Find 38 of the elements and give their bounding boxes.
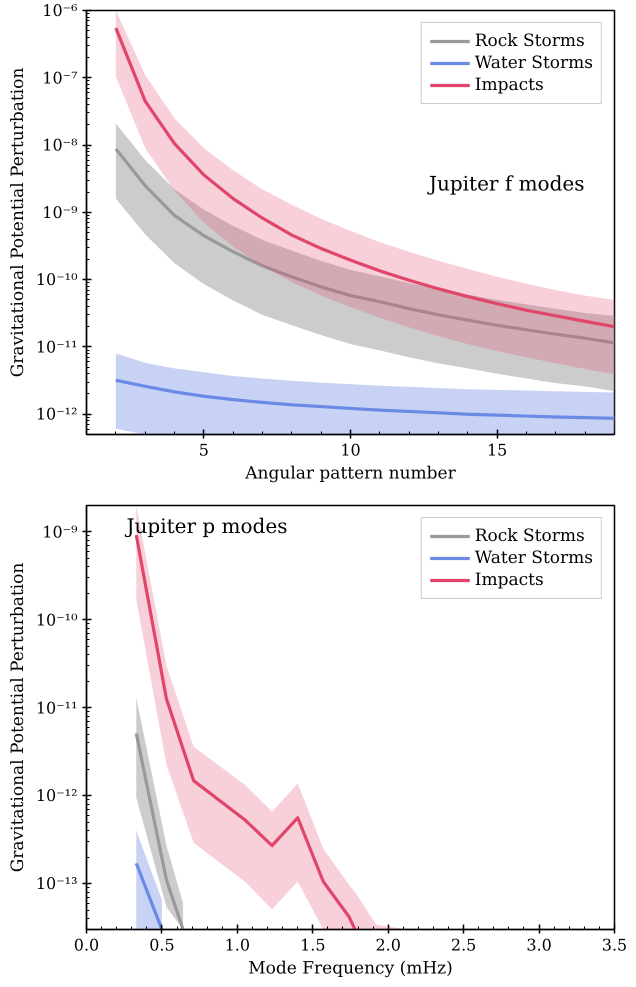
- x-tick-label: 2.0: [375, 936, 401, 954]
- legend-label: Rock Storms: [474, 526, 585, 546]
- y-axis-title: Gravitational Potential Perturbation: [8, 68, 28, 378]
- x-tick-label: 5: [198, 440, 209, 460]
- x-tick-label: 2.5: [450, 936, 476, 954]
- x-tick-label: 0.0: [74, 936, 100, 954]
- x-tick-label: 1.5: [300, 936, 326, 954]
- y-tick-label: 10⁻⁹: [42, 202, 78, 222]
- legend-label: Water Storms: [474, 548, 593, 568]
- x-axis-title: Mode Frequency (mHz): [248, 958, 453, 978]
- x-tick-label: 15: [486, 440, 508, 460]
- y-tick-label: 10⁻¹¹: [36, 337, 78, 356]
- legend-label: Impacts: [474, 75, 544, 95]
- legend-label: Impacts: [474, 570, 544, 590]
- line-series: [114, 26, 614, 328]
- x-tick-label: 3.5: [602, 936, 628, 954]
- y-tick-label: 10⁻⁷: [42, 68, 78, 88]
- y-axis-title: Gravitational Potential Perturbation: [8, 562, 28, 872]
- y-tick-label: 10⁻⁶: [42, 1, 78, 20]
- y-tick-label: 10⁻¹²: [36, 404, 78, 424]
- annotation: Jupiter p modes: [124, 514, 288, 538]
- x-tick-label: 10: [340, 440, 361, 460]
- annotation: Jupiter f modes: [426, 172, 585, 196]
- legend-label: Water Storms: [474, 53, 593, 73]
- y-tick-label: 10⁻¹³: [36, 874, 78, 894]
- line-series: [114, 147, 614, 344]
- y-tick-label: 10⁻¹⁰: [36, 270, 78, 290]
- line-series: [114, 378, 614, 420]
- x-tick-label: 1.0: [224, 936, 250, 954]
- x-axis-title: Angular pattern number: [244, 464, 457, 484]
- legend-label: Rock Storms: [474, 31, 585, 51]
- y-tick-label: 10⁻⁹: [42, 522, 78, 542]
- y-tick-label: 10⁻⁸: [42, 136, 78, 155]
- x-tick-label: 0.5: [149, 936, 175, 954]
- y-tick-label: 10⁻¹²: [36, 786, 78, 806]
- y-tick-label: 10⁻¹⁰: [36, 610, 78, 630]
- x-tick-label: 3.0: [526, 936, 552, 954]
- y-tick-label: 10⁻¹¹: [36, 698, 78, 718]
